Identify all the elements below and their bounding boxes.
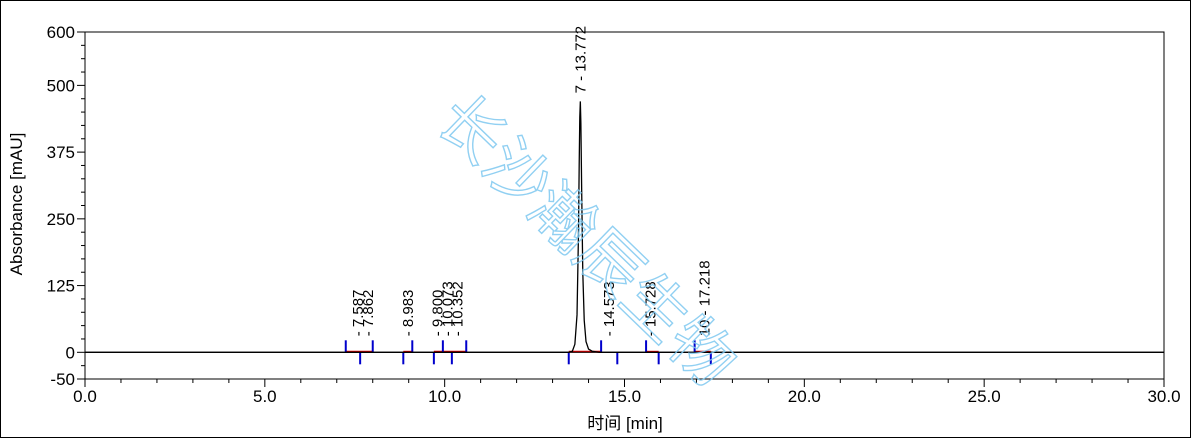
x-tick-label: 10.0: [428, 387, 461, 406]
y-axis-title: Absorbance [mAU]: [7, 133, 26, 276]
peak-label: - 10.073: [439, 281, 456, 336]
x-tick-label: 25.0: [968, 387, 1001, 406]
trace-group: [85, 101, 1164, 353]
x-tick-label: 0.0: [73, 387, 97, 406]
y-tick-label: 250: [47, 210, 75, 229]
y-tick-label: 375: [47, 143, 75, 162]
peak-label: 10 - 17.218: [696, 260, 713, 336]
x-tick-label: 5.0: [253, 387, 277, 406]
peak-label: - 9.800: [430, 290, 447, 337]
peak-label: - 10.352: [449, 281, 466, 336]
chromatogram-trace: [85, 101, 1164, 353]
peak-label: - 15.728: [643, 281, 660, 336]
x-axis-title: 时间 [min]: [587, 414, 663, 433]
y-tick-label: 125: [47, 277, 75, 296]
tick-group: 0.0 5.0 10.0 15.0 20.0 25.0 30.0 -50 0 125 250 375 5…: [47, 23, 1181, 406]
x-tick-label: 30.0: [1147, 387, 1180, 406]
peak-label: - 7.862: [360, 290, 377, 337]
integration-marker-group: [344, 340, 712, 365]
peak-label: 7 - 13.772: [572, 26, 589, 94]
x-tick-label: 20.0: [788, 387, 821, 406]
peak-label: - 7.587: [350, 290, 367, 337]
y-tick-label: 0: [66, 343, 75, 362]
peak-label: - 8.983: [400, 290, 417, 337]
watermark-text: 长沙瀚辰生物: [422, 81, 750, 401]
x-tick-label: 15.0: [608, 387, 641, 406]
peak-label: - 14.573: [601, 281, 618, 336]
peak-label-group: - 7.587- 7.862 - 8.983 - 9.800- 10.073- 10…: [350, 26, 713, 336]
y-tick-label: -50: [50, 370, 75, 389]
y-tick-label: 600: [47, 23, 75, 42]
y-tick-label: 500: [47, 76, 75, 95]
